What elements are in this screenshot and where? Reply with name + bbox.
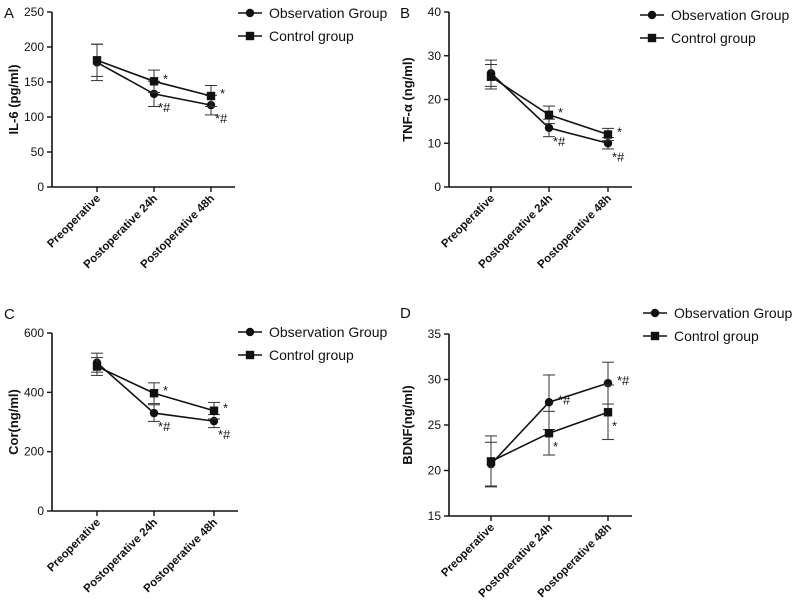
data-point-circle <box>544 123 554 133</box>
significance-mark: *# <box>218 427 231 442</box>
legend-label: Observation Group <box>671 7 789 23</box>
significance-mark: * <box>612 418 617 433</box>
panel-letter: C <box>4 306 15 323</box>
y-tick-label: 200 <box>24 40 44 54</box>
y-tick-label: 35 <box>428 327 442 341</box>
x-tick-label: Preoperative <box>45 193 103 251</box>
legend-marker-circle <box>650 308 660 318</box>
data-point-square <box>206 91 216 101</box>
series-control-group <box>91 357 220 420</box>
significance-mark: *# <box>558 392 571 407</box>
legend-marker-square <box>647 33 657 43</box>
series-observation-group <box>485 59 614 150</box>
significance-mark: * <box>558 105 563 120</box>
significance-mark: * <box>220 86 225 101</box>
y-tick-label: 50 <box>31 145 45 159</box>
significance-mark: * <box>553 439 558 454</box>
y-tick-label: 150 <box>24 75 44 89</box>
x-tick-label: Preoperative <box>439 193 497 251</box>
series-control-group <box>485 64 614 142</box>
significance-mark: *# <box>612 149 625 164</box>
significance-mark: *# <box>158 100 171 115</box>
significance-mark: *# <box>158 419 171 434</box>
legend-label: Observation Group <box>269 324 387 340</box>
y-tick-label: 600 <box>24 326 44 340</box>
y-tick-label: 10 <box>428 136 442 150</box>
y-tick-label: 0 <box>37 180 44 194</box>
legend-label: Observation Group <box>269 5 387 21</box>
panel-letter: B <box>400 5 410 22</box>
legend-marker-circle <box>647 10 657 20</box>
data-point-square <box>209 406 219 415</box>
y-tick-label: 100 <box>24 110 44 124</box>
significance-mark: * <box>163 383 168 398</box>
data-point-square <box>544 428 554 438</box>
significance-mark: * <box>223 401 228 416</box>
data-point-square <box>149 77 159 86</box>
panel-letter: D <box>400 305 411 322</box>
y-tick-label: 200 <box>24 445 44 459</box>
y-tick-label: 20 <box>428 464 442 478</box>
series-control-group <box>91 43 217 107</box>
data-point-square <box>486 457 496 466</box>
y-axis-title: BDNF(ng/ml) <box>400 385 415 464</box>
significance-mark: *# <box>617 373 630 388</box>
data-point-circle <box>603 139 613 148</box>
y-tick-label: 30 <box>428 49 442 63</box>
significance-mark: *# <box>553 134 566 149</box>
legend-label: Control group <box>674 328 759 344</box>
significance-mark: * <box>163 71 168 86</box>
data-point-square <box>149 389 159 398</box>
legend-marker-square <box>245 31 255 41</box>
y-axis-title: IL-6 (pg/ml) <box>6 64 21 134</box>
y-tick-label: 250 <box>24 5 44 19</box>
legend-marker-square <box>650 331 660 341</box>
y-tick-label: 0 <box>37 504 44 518</box>
data-point-square <box>603 408 613 417</box>
data-point-circle <box>149 89 159 99</box>
y-axis-title: TNF-α (ng/ml) <box>400 57 415 142</box>
significance-mark: * <box>617 125 622 140</box>
y-axis-title: Cor(ng/ml) <box>6 389 21 455</box>
y-tick-label: 40 <box>428 5 442 19</box>
data-point-circle <box>149 408 159 418</box>
data-point-square <box>544 110 554 120</box>
panel-letter: A <box>4 5 14 22</box>
legend-label: Control group <box>269 28 354 44</box>
x-tick-label: Preoperative <box>439 522 497 580</box>
y-tick-label: 20 <box>428 93 442 107</box>
panel-a: A050100150200250PreoperativePostoperativ… <box>4 5 387 271</box>
legend-label: Control group <box>671 30 756 46</box>
legend-marker-circle <box>245 327 255 337</box>
legend-marker-square <box>245 350 255 360</box>
data-point-square <box>603 130 613 139</box>
y-tick-label: 0 <box>434 180 441 194</box>
data-point-square <box>92 56 102 65</box>
significance-mark: *# <box>215 111 228 126</box>
data-point-square <box>486 72 496 81</box>
legend-marker-circle <box>245 8 255 18</box>
data-point-circle <box>544 398 554 407</box>
x-tick-label: Preoperative <box>45 517 103 575</box>
series-control-group <box>485 384 614 488</box>
y-tick-label: 15 <box>428 509 442 523</box>
y-tick-label: 25 <box>428 418 442 432</box>
data-point-square <box>92 362 102 371</box>
y-tick-label: 30 <box>428 373 442 387</box>
legend-label: Control group <box>269 347 354 363</box>
legend-label: Observation Group <box>674 305 792 321</box>
y-tick-label: 400 <box>24 385 44 399</box>
